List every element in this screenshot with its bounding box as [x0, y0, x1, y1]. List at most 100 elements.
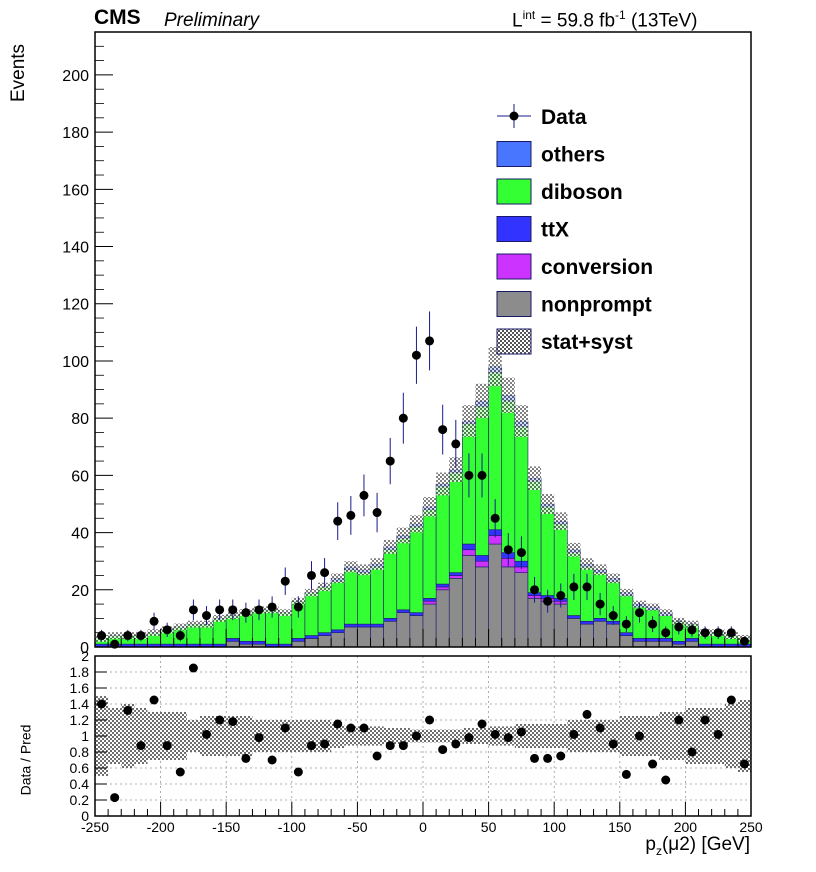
data-point	[516, 548, 526, 558]
bar-nonprompt	[448, 578, 463, 648]
bar-ttX	[462, 543, 476, 551]
bar-nonprompt	[370, 626, 384, 648]
y-tick-label: 140	[62, 240, 89, 257]
data-point	[215, 605, 225, 615]
data-point	[687, 625, 697, 635]
bar-diboson	[527, 480, 542, 593]
bar-conversion	[435, 586, 450, 591]
data-point	[385, 456, 395, 466]
uncertainty-band	[501, 377, 515, 413]
x-label-rest: (μ2) [GeV]	[661, 834, 750, 855]
bar-nonprompt	[553, 603, 568, 648]
luminosity-label: Lint = 59.8 fb-1 (13TeV)	[512, 8, 698, 32]
data-point	[359, 490, 369, 500]
lumi-energy: (13TeV)	[625, 10, 698, 32]
data-point	[674, 622, 684, 632]
data-point	[569, 582, 579, 592]
data-point	[739, 636, 749, 646]
uncertainty-band	[488, 347, 502, 387]
data-point	[123, 631, 133, 641]
data-point	[333, 516, 343, 526]
data-point	[477, 470, 487, 480]
data-point	[346, 510, 356, 520]
data-point	[634, 608, 644, 618]
ratio-point	[490, 729, 500, 739]
bar-nonprompt	[304, 638, 319, 648]
data-point	[320, 568, 330, 578]
ratio-point	[438, 745, 448, 755]
bar-ttX	[225, 638, 240, 642]
data-point	[503, 545, 513, 555]
uncertainty-band	[357, 564, 371, 576]
bar-ttX	[239, 640, 253, 645]
ratio-point	[621, 769, 631, 779]
ratio-point	[359, 723, 369, 733]
lumi-superscript: int	[522, 8, 536, 22]
ratio-band	[672, 712, 686, 760]
ratio-y-tick-label: 1.4	[70, 696, 90, 712]
lumi-unit-exponent: -1	[615, 8, 626, 22]
data-point	[582, 582, 592, 592]
uncertainty-band	[147, 629, 161, 637]
ratio-point	[648, 759, 658, 769]
ratio-point	[306, 741, 316, 751]
experiment-label: CMS	[94, 6, 141, 29]
ratio-y-tick-label: 0.2	[70, 792, 90, 808]
bar-ttX	[685, 638, 699, 642]
bar-nonprompt	[645, 640, 660, 648]
uncertainty-band	[449, 457, 463, 483]
lumi-prefix: L	[512, 10, 523, 32]
bar-diboson	[343, 569, 358, 625]
y-tick-label: 200	[62, 68, 89, 85]
bar-conversion	[462, 549, 476, 556]
ratio-point	[346, 723, 356, 733]
ratio-point	[333, 719, 343, 729]
uncertainty-band	[580, 558, 594, 570]
ratio-y-tick-label: 0.4	[70, 776, 90, 792]
ratio-y-tick-label: 1.6	[70, 680, 90, 696]
ratio-point	[556, 751, 566, 761]
data-point	[451, 439, 461, 449]
ratio-band	[265, 720, 279, 752]
ratio-point	[320, 739, 330, 749]
data-point	[136, 631, 146, 641]
bar-ttX	[409, 612, 424, 616]
data-point	[411, 350, 421, 360]
bar-ttX	[252, 640, 266, 645]
ratio-band	[239, 716, 253, 756]
data-point	[398, 413, 408, 423]
x-tick-label: 250	[739, 819, 763, 835]
ratio-point	[175, 767, 185, 777]
ratio-point	[739, 759, 749, 769]
legend-label-conversion: conversion	[541, 256, 653, 279]
bar-nonprompt	[685, 640, 699, 648]
bar-nonprompt	[606, 623, 621, 648]
y-tick-label: 20	[71, 583, 89, 600]
legend-label-nonprompt: nonprompt	[541, 294, 652, 317]
bar-nonprompt	[409, 615, 424, 648]
uncertainty-band	[383, 539, 397, 554]
x-tick-label: -50	[347, 819, 367, 835]
x-axis-label: pz(μ2) [GeV]	[645, 834, 750, 858]
data-point	[162, 625, 172, 635]
ratio-band	[659, 712, 673, 760]
y-tick-label: 160	[62, 182, 89, 199]
ratio-point	[398, 741, 408, 751]
bar-ttX	[435, 583, 450, 588]
data-point	[700, 628, 710, 638]
ratio-point	[149, 695, 159, 705]
bar-nonprompt	[422, 603, 437, 648]
bar-diboson	[383, 549, 398, 619]
data-point	[228, 605, 238, 615]
bar-nonprompt	[593, 620, 607, 648]
data-point	[464, 470, 474, 480]
bar-diboson	[330, 580, 345, 631]
uncertainty-band	[108, 632, 122, 639]
bar-nonprompt	[514, 572, 529, 648]
data-point	[254, 605, 264, 615]
data-point	[621, 619, 631, 629]
ratio-band	[357, 726, 371, 746]
uncertainty-band	[331, 573, 345, 584]
x-tick-label: 200	[674, 819, 698, 835]
